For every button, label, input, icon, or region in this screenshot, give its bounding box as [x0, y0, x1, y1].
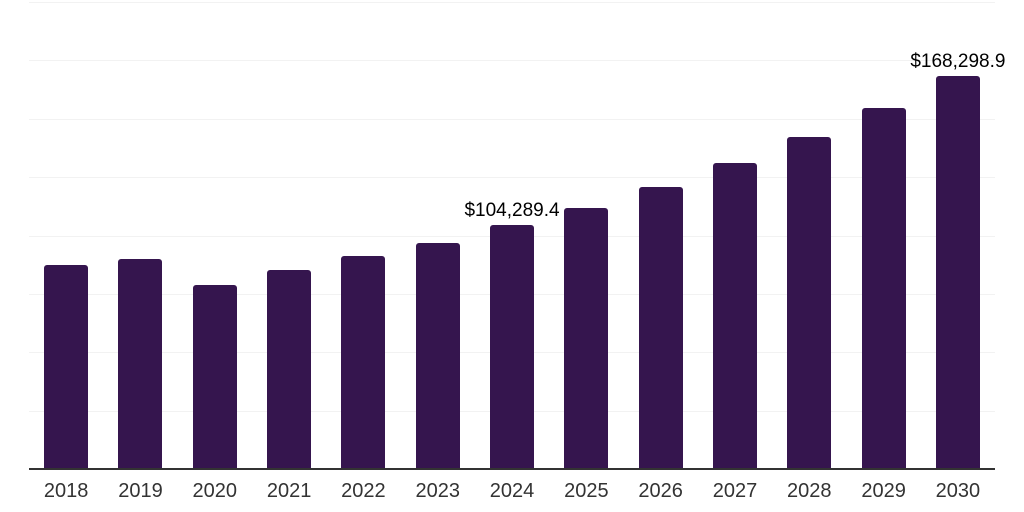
x-axis-label-2019: 2019 [118, 480, 163, 502]
x-axis-label-2021: 2021 [266, 480, 312, 502]
bar-slot-2028 [772, 2, 846, 469]
bar-2025[interactable] [564, 207, 609, 469]
bar-2024[interactable] [490, 225, 535, 469]
x-axis-label-2018: 2018 [43, 480, 89, 502]
bar-data-label-2030: $168,298.9 [910, 51, 1006, 73]
x-axis-labels: 2018 2019 2020 2021 2022 2023 2024 2025 2026 2027… [29, 481, 995, 501]
x-axis-label-2023: 2023 [415, 480, 460, 502]
bar-2030[interactable] [935, 76, 980, 469]
gridline [29, 118, 995, 120]
bar-slot-2027 [698, 2, 772, 469]
x-axis-label-2025: 2025 [564, 480, 609, 502]
bar-2021[interactable] [267, 270, 312, 469]
x-axis-line [29, 468, 995, 470]
x-axis-label-2022: 2022 [341, 480, 386, 502]
bar-2029[interactable] [861, 107, 906, 469]
bar-slot-2026 [624, 2, 698, 469]
bar-slot-2018 [29, 2, 103, 469]
bar-slot-2025 [549, 2, 623, 469]
x-axis-label-2026: 2026 [638, 480, 683, 502]
bar-2026[interactable] [638, 186, 683, 469]
x-axis-label-2027: 2027 [712, 480, 758, 502]
gridline [29, 2, 995, 3]
bar-2023[interactable] [415, 242, 460, 469]
bar-2018[interactable] [44, 264, 89, 469]
plot-area: $104,289.4 $168,298.9 [29, 2, 1005, 470]
bar-slot-2021 [252, 2, 326, 469]
bar-slot-2019 [103, 2, 177, 469]
gridline [29, 60, 995, 62]
x-axis-label-2028: 2028 [787, 480, 832, 502]
bar-2028[interactable] [787, 137, 832, 469]
bar-2027[interactable] [712, 162, 757, 469]
bar-slot-2022 [326, 2, 400, 469]
x-axis-label-2024: 2024 [489, 480, 535, 502]
x-axis-label-2020: 2020 [192, 480, 238, 502]
bar-2020[interactable] [192, 285, 237, 469]
bar-slot-2024: $104,289.4 [464, 2, 560, 469]
bar-slot-2020 [178, 2, 252, 469]
bar-slot-2029 [846, 2, 920, 469]
bar-data-label-2024: $104,289.4 [464, 200, 560, 222]
bar-2022[interactable] [341, 256, 386, 469]
bar-slot-2023 [401, 2, 475, 469]
bars-container: $104,289.4 $168,298.9 [29, 2, 1005, 469]
x-axis-label-2029: 2029 [861, 480, 906, 502]
bar-2019[interactable] [118, 258, 163, 469]
bar-slot-2030: $168,298.9 [910, 2, 1005, 469]
x-axis-label-2030: 2030 [935, 480, 981, 502]
gridline [29, 177, 995, 179]
